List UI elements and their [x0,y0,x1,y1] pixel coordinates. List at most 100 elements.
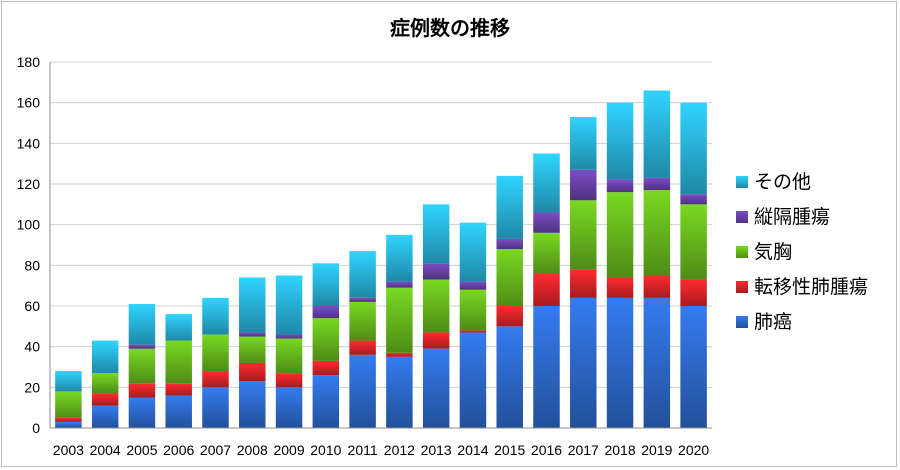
y-tick-label: 60 [24,298,40,314]
y-tick-label: 40 [24,339,40,355]
bar-segment [349,297,376,302]
bar-segment [312,318,340,361]
axes [49,62,712,429]
bar-segment [680,102,707,195]
legend-label: 縦隔腫瘍 [754,206,830,228]
bar-segment [202,297,229,335]
bar-segment [386,287,413,353]
y-tick-label: 160 [17,95,41,111]
bar-segment [91,405,119,428]
bar-segment [386,281,413,288]
x-tick-label: 2016 [531,442,562,458]
legend-swatch [736,281,748,293]
y-tick-label: 80 [24,257,40,273]
x-tick-label: 2008 [237,442,268,458]
bar-segment [128,344,156,349]
bar-segment [570,200,597,270]
bar-segment [55,421,82,428]
bar-segment [643,275,671,298]
bar-segment [275,334,303,339]
bar-segment [496,249,523,306]
bar-segment [275,373,303,388]
bar-segment [422,263,450,280]
bar-segment [570,116,597,170]
x-tick-label: 2009 [273,442,304,458]
bar-segment [680,194,707,205]
legend-swatch [736,211,748,223]
legend-label: その他 [754,171,811,193]
bar-segment [165,383,192,396]
x-tick-label: 2019 [641,442,672,458]
bar-segment [239,381,266,428]
x-tick-label: 2020 [678,442,709,458]
x-tick-label: 2007 [200,442,231,458]
x-axis-ticks: 2003 2004 2005 2006 2007 2008 2009 2010 2011 2012… [53,442,710,458]
legend-label: 転移性肺腫瘍 [754,276,868,298]
x-tick-label: 2010 [310,442,341,458]
y-tick-label: 20 [24,379,40,395]
y-tick-label: 180 [17,54,41,70]
bar-segment [91,373,119,394]
x-tick-label: 2015 [494,442,525,458]
bars [55,90,707,428]
bar-segment [202,387,229,428]
x-tick-label: 2013 [421,442,452,458]
legend-label: 気胸 [754,241,792,263]
bar-segment [128,303,156,345]
bar-segment [202,371,229,388]
x-tick-label: 2014 [457,442,488,458]
bar-segment [165,340,192,384]
bar-segment [533,153,560,213]
legend-item: 縦隔腫瘍 [736,206,830,228]
bar-segment [680,306,707,428]
bar-segment [459,332,487,428]
bar-segment [422,332,450,349]
bar-segment [570,169,597,201]
bar-segment [91,340,119,374]
bar-segment [459,222,487,282]
bar-segment [643,297,671,428]
bar-segment [239,362,266,382]
bar-segment [349,301,376,341]
bar-segment [349,340,376,355]
y-tick-label: 0 [32,420,40,436]
legend-swatch [736,176,748,188]
bar-segment [533,212,560,233]
y-axis-ticks: 0 20 40 60 80 100 120 140 160 180 [17,54,41,436]
bar-segment [606,297,634,428]
legend-swatch [736,246,748,258]
bar-segment [533,306,560,428]
bar-segment [312,360,340,376]
x-tick-label: 2003 [53,442,84,458]
x-tick-label: 2017 [568,442,599,458]
bar-segment [606,179,634,193]
bar-segment [128,397,156,428]
legend-item: 気胸 [736,241,792,263]
bar-segment [496,175,523,239]
bar-segment [643,177,671,191]
legend-swatch [736,316,748,328]
bar-segment [422,204,450,264]
bar-segment [312,263,340,306]
bar-segment [533,273,560,306]
x-tick-label: 2005 [126,442,157,458]
legend-label: 肺癌 [754,311,792,333]
x-tick-label: 2006 [163,442,194,458]
bar-segment [239,336,266,363]
bar-segment [606,277,634,298]
legend-item: 転移性肺腫瘍 [736,276,868,298]
bar-segment [55,391,82,418]
bar-segment [680,204,707,280]
bar-segment [349,354,376,428]
bar-segment [55,417,82,422]
bar-segment [459,281,487,290]
bar-segment [386,352,413,357]
y-tick-label: 100 [17,217,41,233]
bar-segment [239,277,266,333]
y-tick-label: 120 [17,176,41,192]
bar-segment [165,314,192,341]
bar-segment [496,306,523,327]
bar-segment [386,356,413,428]
bar-segment [422,348,450,428]
y-tick-label: 140 [17,135,41,151]
